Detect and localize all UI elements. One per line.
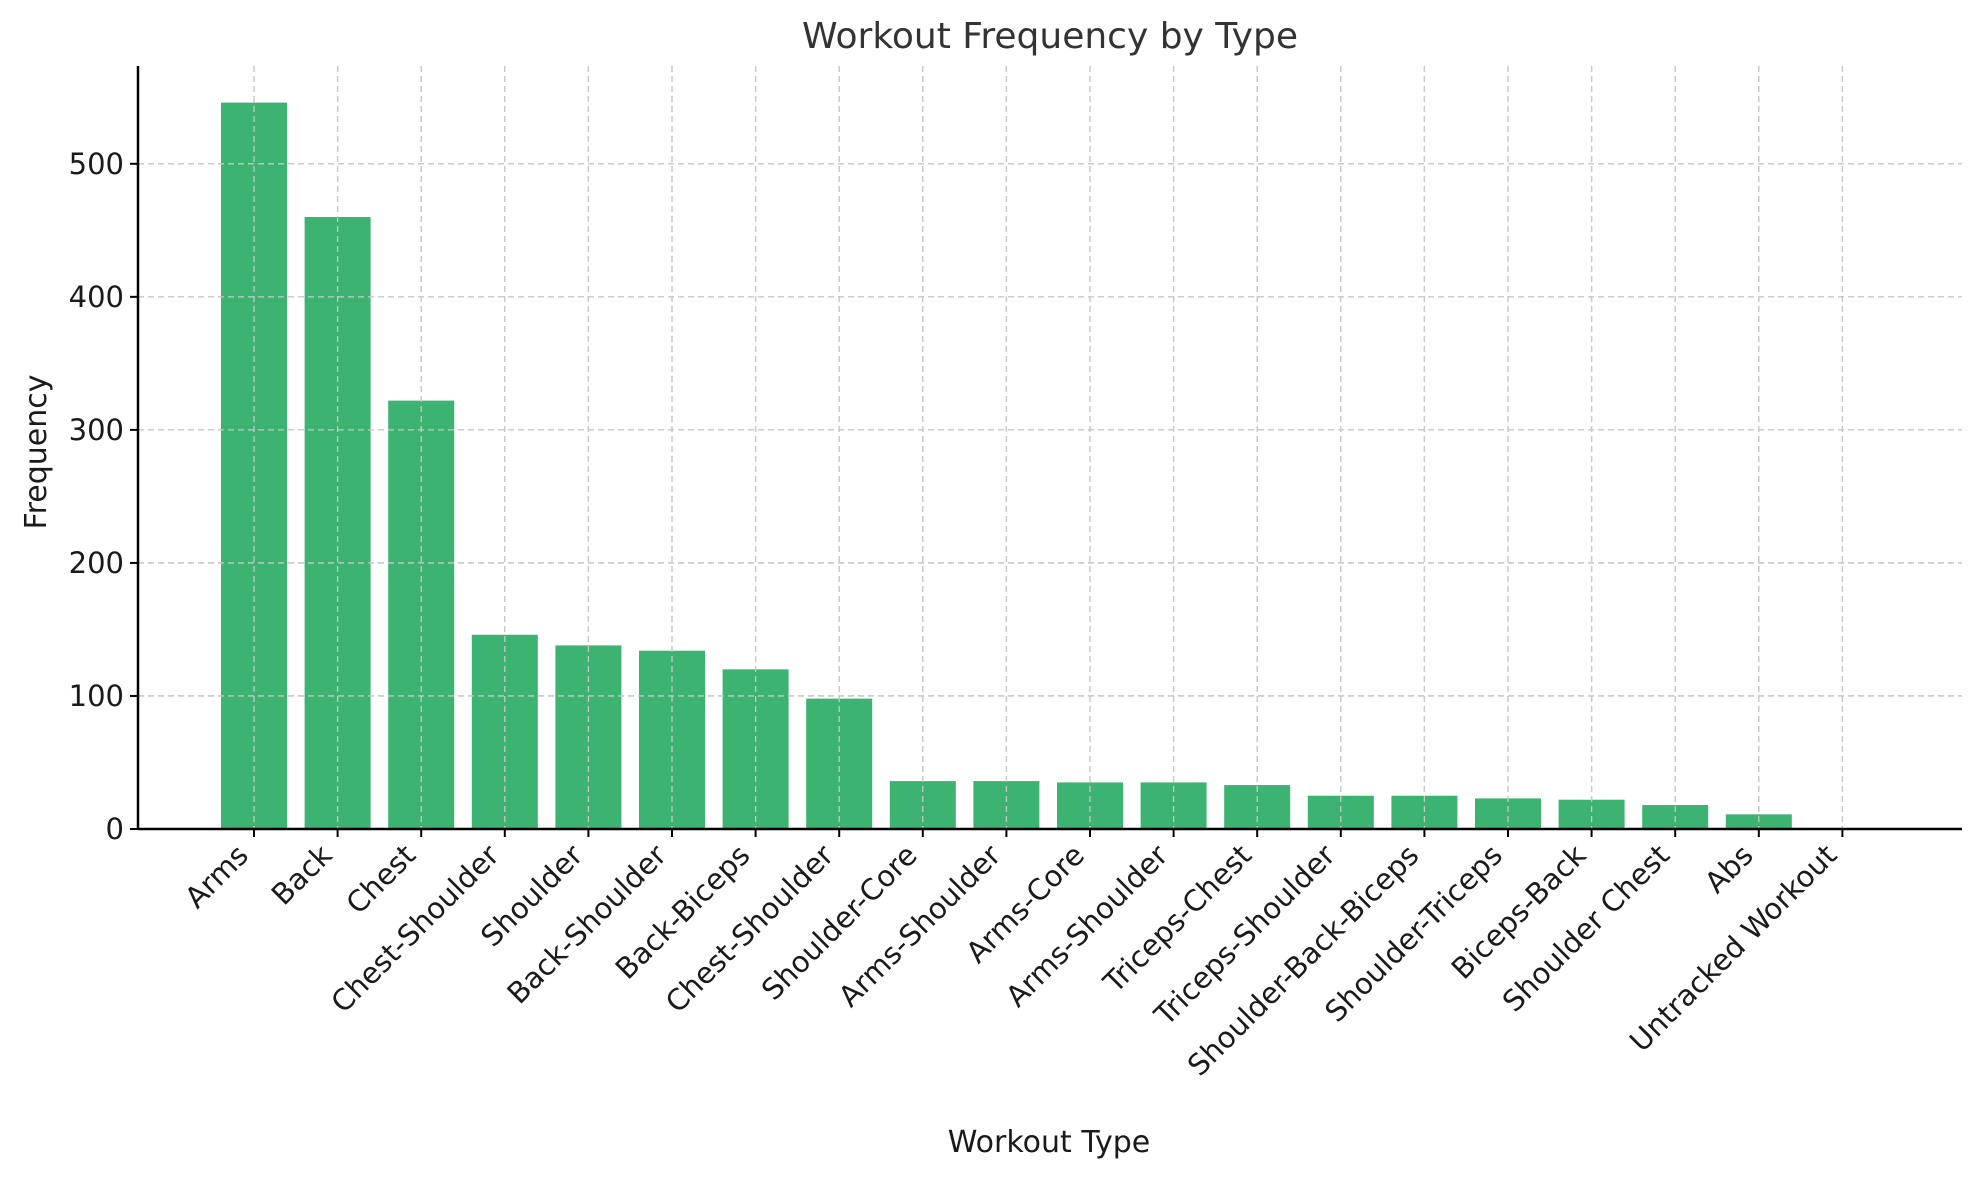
x-tick-label: Arms <box>178 838 255 915</box>
x-tick-label: Back <box>265 838 339 912</box>
y-tick-label: 0 <box>106 812 124 846</box>
y-tick-layer: 0 100 200 300 400 500 <box>69 147 138 846</box>
bar <box>1475 798 1541 829</box>
x-tick-label: Chest <box>339 838 422 921</box>
bar-layer <box>138 66 1962 830</box>
bar <box>1558 799 1625 829</box>
y-tick-label: 100 <box>69 679 124 713</box>
y-tick-label: 500 <box>69 147 124 181</box>
y-tick-label: 200 <box>69 546 124 580</box>
x-tick-label: Triceps-Chest <box>1096 838 1258 1000</box>
chart-title: Workout Frequency by Type <box>802 16 1298 57</box>
x-tick-layer: Arms Back ChestChest-ShoulderShoulderBack-… <box>178 829 1844 1082</box>
y-tick-label: 400 <box>69 280 124 314</box>
x-tick-label: Abs <box>1698 838 1760 900</box>
x-axis-title: Workout Type <box>948 1125 1150 1160</box>
y-tick-label: 300 <box>69 413 124 447</box>
y-axis-title: Frequency <box>19 375 54 530</box>
bar <box>388 400 455 829</box>
